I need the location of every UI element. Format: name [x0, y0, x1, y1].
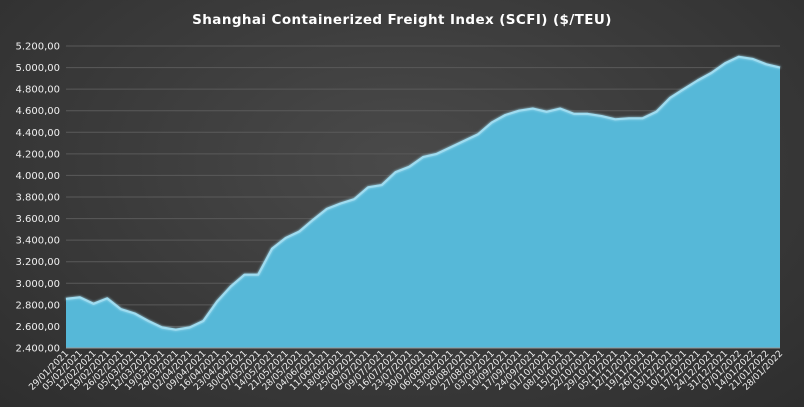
data-point — [216, 301, 218, 303]
data-point — [449, 146, 451, 148]
data-point — [614, 118, 616, 120]
data-point — [340, 202, 342, 204]
data-point — [518, 110, 520, 112]
data-point — [271, 248, 273, 250]
y-tick-label: 3.000,00 — [15, 279, 60, 290]
data-point — [779, 67, 781, 69]
data-point — [724, 62, 726, 64]
data-point — [683, 88, 685, 90]
y-tick-label: 2.400,00 — [15, 344, 60, 355]
data-point — [546, 111, 548, 113]
y-tick-label: 2.800,00 — [15, 300, 60, 311]
y-tick-label: 4.200,00 — [15, 149, 60, 160]
data-point — [147, 320, 149, 322]
y-tick-label: 4.400,00 — [15, 128, 60, 139]
data-point — [710, 72, 712, 74]
y-tick-label: 4.000,00 — [15, 171, 60, 182]
y-tick-label: 3.800,00 — [15, 193, 60, 204]
data-point — [92, 303, 94, 305]
data-point — [628, 117, 630, 119]
data-point — [752, 58, 754, 60]
data-point — [326, 208, 328, 210]
data-point — [655, 111, 657, 113]
data-point — [175, 329, 177, 331]
series-line — [65, 55, 781, 331]
data-point — [202, 320, 204, 322]
data-point — [367, 186, 369, 188]
data-point — [230, 286, 232, 288]
y-axis-ticks: 2.400,00 2.600,00 2.800,00 3.000,00 3.200,00… — [15, 42, 60, 355]
y-tick-label: 4.600,00 — [15, 106, 60, 117]
data-point — [765, 63, 767, 65]
data-point — [738, 56, 740, 58]
chart-title: Shanghai Containerized Freight Index (SC… — [192, 12, 612, 28]
data-point — [559, 108, 561, 110]
series-area — [66, 56, 780, 349]
y-tick-label: 4.800,00 — [15, 85, 60, 96]
data-point — [477, 133, 479, 135]
data-point — [244, 274, 246, 276]
y-tick-label: 2.600,00 — [15, 322, 60, 333]
data-point — [601, 115, 603, 117]
data-point — [79, 296, 81, 298]
data-point — [134, 312, 136, 314]
data-point — [65, 298, 67, 300]
data-point — [669, 97, 671, 99]
x-axis-ticks: 29/01/202105/02/202112/02/202119/02/2021… — [27, 349, 785, 393]
data-point — [395, 171, 397, 173]
data-point — [106, 297, 108, 299]
data-point — [573, 113, 575, 115]
data-point — [504, 114, 506, 116]
data-point — [161, 327, 163, 329]
data-point — [532, 108, 534, 110]
data-point — [408, 166, 410, 168]
y-tick-label: 5.200,00 — [15, 42, 60, 53]
data-point — [285, 237, 287, 239]
data-point — [697, 80, 699, 82]
data-point — [436, 153, 438, 155]
data-point — [189, 327, 191, 329]
y-tick-label: 5.000,00 — [15, 63, 60, 74]
y-tick-label: 3.200,00 — [15, 257, 60, 268]
data-point — [312, 219, 314, 221]
data-point — [422, 156, 424, 158]
data-point — [463, 140, 465, 142]
data-point — [491, 122, 493, 124]
data-point — [381, 184, 383, 186]
data-point — [353, 198, 355, 200]
data-point — [120, 308, 122, 310]
y-tick-label: 3.600,00 — [15, 214, 60, 225]
data-point — [298, 231, 300, 233]
data-point — [587, 113, 589, 115]
data-point — [642, 117, 644, 119]
y-tick-label: 3.400,00 — [15, 236, 60, 247]
data-point — [257, 274, 259, 276]
